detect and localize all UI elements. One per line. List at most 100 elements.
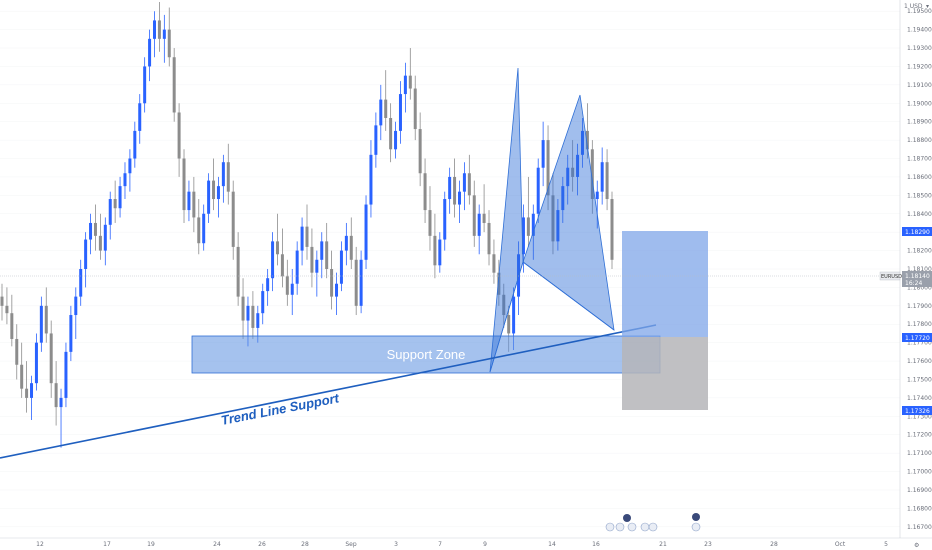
candle-body	[118, 186, 122, 209]
candle-body	[438, 239, 442, 266]
time-tick-label: 28	[301, 541, 309, 548]
candle-body	[157, 20, 161, 39]
candle-body	[25, 388, 29, 398]
candle	[216, 176, 220, 218]
trend-line[interactable]	[0, 324, 657, 459]
candle	[595, 180, 599, 229]
candle-body	[295, 250, 299, 284]
price-tick-label: 1.17100	[907, 450, 932, 457]
candle-body	[398, 94, 402, 131]
candle	[138, 94, 142, 144]
price-axis[interactable]	[900, 0, 932, 538]
candle-body	[236, 246, 240, 297]
candle-body	[605, 162, 609, 200]
candle	[408, 48, 412, 100]
harmonic-pattern[interactable]	[489, 67, 615, 373]
candle	[580, 118, 584, 168]
time-tick-label: 3	[394, 541, 398, 548]
candle	[128, 149, 132, 192]
price-tick-label: 1.17700	[907, 340, 932, 347]
price-badges: 1.18290 EURUSD 1.18140 16:24 1.17720 1.1…	[879, 227, 932, 415]
price-tick-label: 1.18600	[907, 174, 932, 181]
candle	[487, 210, 491, 266]
candle-body	[143, 66, 147, 104]
flag-icon[interactable]	[627, 522, 637, 532]
candle-body	[221, 162, 225, 187]
price-tick-label: 1.18000	[907, 284, 932, 291]
candle	[0, 283, 4, 321]
candle	[590, 140, 594, 214]
candle-body	[428, 210, 432, 236]
candle	[541, 121, 545, 187]
economic-events[interactable]	[605, 513, 701, 532]
candle	[290, 269, 294, 316]
candle	[576, 143, 580, 196]
candle-body	[172, 57, 176, 113]
candle	[320, 232, 324, 279]
stop-zone[interactable]	[622, 337, 708, 410]
candle	[39, 296, 43, 352]
candle-body	[300, 226, 304, 251]
price-tick-label: 1.19200	[907, 63, 932, 70]
price-tick-label: 1.17800	[907, 321, 932, 328]
price-badge-stop	[902, 406, 932, 415]
candle-body	[374, 125, 378, 155]
candle	[339, 241, 343, 292]
time-tick-label: 24	[213, 541, 221, 548]
flag-icon[interactable]	[615, 522, 625, 532]
candle-body	[443, 199, 447, 240]
candle	[30, 375, 34, 420]
candle-body	[10, 313, 14, 339]
candle-body	[335, 283, 339, 297]
flag-icon[interactable]	[692, 513, 700, 521]
candle	[271, 232, 275, 292]
support-zone-rect[interactable]	[191, 335, 661, 374]
flag-icon[interactable]	[640, 522, 650, 532]
candle	[428, 186, 432, 251]
candle	[453, 158, 457, 218]
candle-body	[153, 20, 156, 39]
flag-icon[interactable]	[623, 514, 631, 522]
price-tick-label: 1.19000	[907, 100, 932, 107]
chevron-down-icon[interactable]: ▾	[926, 3, 929, 10]
price-tick-label: 1.16700	[907, 524, 932, 531]
candle-body	[507, 315, 511, 334]
candle	[448, 167, 452, 214]
time-tick-label: Sep	[345, 541, 357, 548]
candle-body	[448, 176, 452, 200]
candle-body	[182, 158, 186, 211]
support-zone[interactable]: Support Zone	[191, 335, 661, 374]
candle-body	[408, 75, 412, 89]
candle-body	[531, 213, 535, 236]
price-badge-entry	[902, 333, 932, 342]
long-position-tool[interactable]	[622, 231, 708, 410]
candle-body	[305, 226, 309, 247]
candle	[236, 232, 240, 306]
candle	[44, 287, 48, 343]
price-tick-label: 1.17600	[907, 358, 932, 365]
time-tick-label: 26	[258, 541, 266, 548]
candle-body	[148, 38, 152, 67]
candle	[123, 162, 127, 200]
price-tick-label: 1.18400	[907, 211, 932, 218]
price-axis-ticks: 1.19500 1.19400 1.19300 1.19200 1.19100 1.190…	[907, 8, 932, 531]
candle-body	[403, 75, 407, 95]
candlestick-series	[0, 2, 614, 448]
flag-icon[interactable]	[691, 522, 701, 532]
time-tick-label: 7	[438, 541, 442, 548]
candle-body	[315, 259, 319, 273]
candle-body	[433, 235, 437, 266]
price-tick-label: 1.17500	[907, 376, 932, 383]
flag-icon[interactable]	[648, 522, 658, 532]
settings-corner[interactable]	[905, 539, 932, 550]
candle	[526, 176, 530, 247]
gear-icon[interactable]: ⚙	[914, 542, 919, 549]
flag-icon[interactable]	[605, 522, 615, 532]
target-zone[interactable]	[622, 231, 708, 337]
candle	[89, 213, 93, 255]
candle	[492, 239, 496, 284]
candle	[79, 259, 83, 306]
candle	[207, 173, 211, 223]
